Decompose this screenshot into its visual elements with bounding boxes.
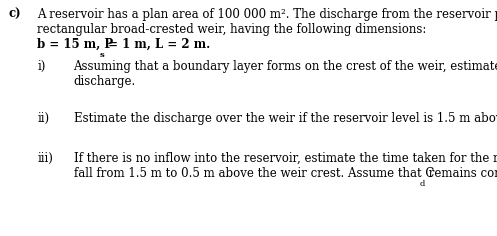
Text: b = 15 m, P: b = 15 m, P [37,38,113,51]
Text: Assuming that a boundary layer forms on the crest of the weir, estimate a coeffi: Assuming that a boundary layer forms on … [74,60,497,73]
Text: fall from 1.5 m to 0.5 m above the weir crest. Assume that C: fall from 1.5 m to 0.5 m above the weir … [74,167,434,180]
Text: If there is no inflow into the reservoir, estimate the time taken for the reserv: If there is no inflow into the reservoir… [74,152,497,165]
Text: remains constant.: remains constant. [425,167,497,180]
Text: d: d [420,180,425,188]
Text: ii): ii) [37,112,49,125]
Text: A reservoir has a plan area of 100 000 m². The discharge from the reservoir pass: A reservoir has a plan area of 100 000 m… [37,8,497,21]
Text: c): c) [9,8,21,21]
Text: Estimate the discharge over the weir if the reservoir level is 1.5 m above the w: Estimate the discharge over the weir if … [74,112,497,125]
Text: = 1 m, L = 2 m.: = 1 m, L = 2 m. [104,38,211,51]
Text: iii): iii) [37,152,53,165]
Text: i): i) [37,60,46,73]
Text: discharge.: discharge. [74,75,136,88]
Text: s: s [99,51,104,59]
Text: rectangular broad-crested weir, having the following dimensions:: rectangular broad-crested weir, having t… [37,23,426,36]
